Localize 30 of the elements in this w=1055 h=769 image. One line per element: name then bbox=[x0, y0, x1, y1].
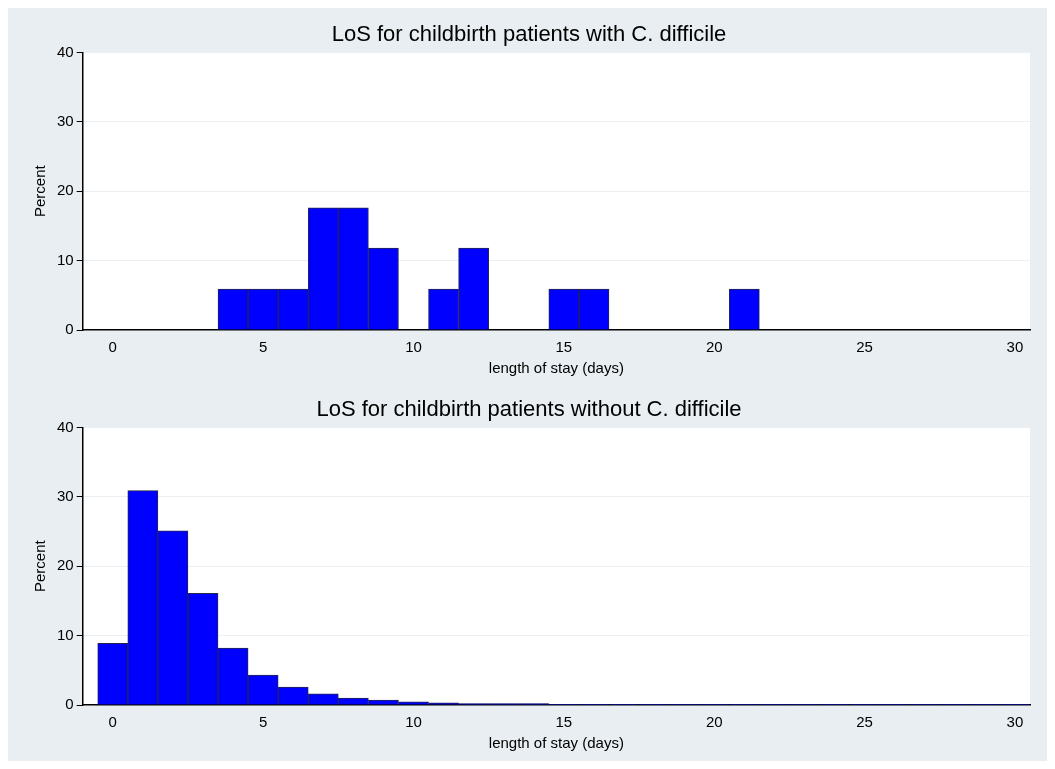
x-axis-title: length of stay (days) bbox=[488, 734, 624, 752]
y-tick-label: 40 bbox=[57, 42, 74, 60]
y-axis-title: Percent bbox=[31, 164, 49, 218]
y-tick-label: 10 bbox=[57, 625, 74, 643]
y-tick-label: 20 bbox=[57, 181, 74, 199]
y-tick-label: 0 bbox=[65, 695, 74, 713]
x-tick-label: 25 bbox=[856, 338, 873, 356]
x-tick-label: 15 bbox=[555, 713, 573, 731]
chart-title: LoS for childbirth patients with C. difficile bbox=[331, 21, 727, 47]
x-tick-label: 0 bbox=[108, 338, 117, 356]
y-tick-label: 40 bbox=[57, 417, 74, 435]
x-tick-label: 5 bbox=[258, 338, 268, 356]
x-tick-label: 20 bbox=[705, 713, 723, 731]
x-tick-label: 10 bbox=[405, 713, 422, 731]
y-axis-title: Percent bbox=[31, 539, 49, 593]
x-tick-label: 20 bbox=[705, 338, 723, 356]
x-tick-label: 30 bbox=[1006, 338, 1024, 356]
y-tick-label: 0 bbox=[65, 320, 74, 338]
y-tick-label: 10 bbox=[57, 250, 74, 268]
y-tick-label: 20 bbox=[57, 556, 74, 574]
y-tick-label: 30 bbox=[57, 111, 74, 129]
chart-title: LoS for childbirth patients without C. difficile bbox=[316, 396, 742, 422]
x-tick-label: 25 bbox=[856, 713, 873, 731]
x-axis-title: length of stay (days) bbox=[488, 359, 624, 377]
x-tick-label: 5 bbox=[258, 713, 268, 731]
x-tick-label: 15 bbox=[555, 338, 573, 356]
y-tick-label: 30 bbox=[57, 486, 74, 504]
x-tick-label: 30 bbox=[1006, 713, 1024, 731]
x-tick-label: 0 bbox=[108, 713, 117, 731]
x-tick-label: 10 bbox=[405, 338, 422, 356]
